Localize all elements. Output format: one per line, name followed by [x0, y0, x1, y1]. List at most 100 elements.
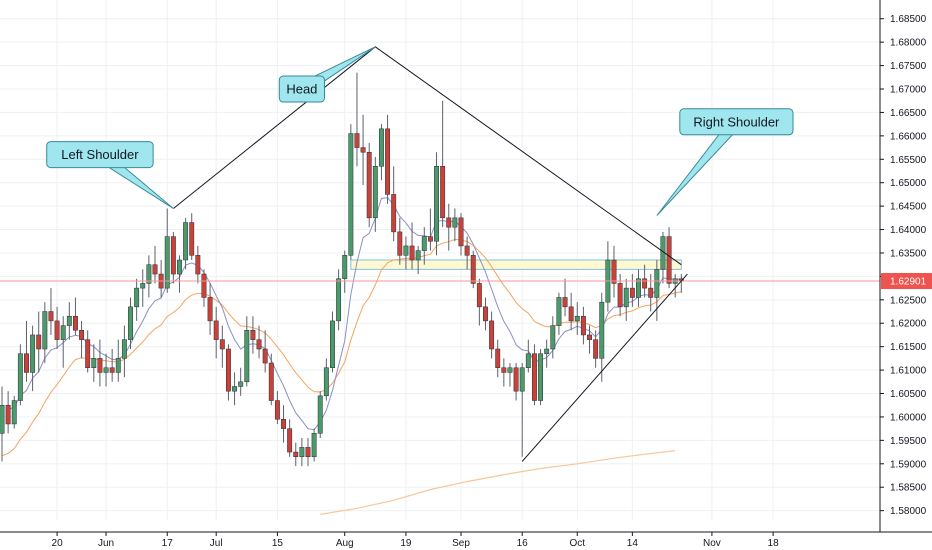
- y-tick-label: 1.67000: [890, 85, 927, 96]
- candle-body: [470, 255, 476, 284]
- candle-body: [244, 330, 250, 383]
- candle: [525, 339, 531, 373]
- candle: [79, 320, 85, 359]
- x-tick-label: 19: [400, 538, 412, 549]
- candle: [507, 363, 513, 387]
- candle: [629, 274, 635, 307]
- y-tick-label: 1.68000: [890, 38, 927, 49]
- candle-body: [305, 447, 311, 458]
- ema-slow-line: [1, 238, 682, 457]
- candle-body: [79, 330, 85, 340]
- last-price-label: 1.62901: [890, 277, 927, 288]
- candle: [36, 311, 42, 373]
- candle-body: [115, 358, 121, 373]
- candle: [164, 208, 170, 293]
- candle: [501, 358, 507, 387]
- candle-body: [483, 306, 488, 322]
- y-tick-label: 1.65000: [890, 178, 927, 189]
- callout-box: [278, 75, 325, 103]
- candle: [24, 320, 29, 382]
- candle-body: [97, 358, 103, 373]
- candle-body: [629, 287, 635, 298]
- candle-body: [54, 320, 60, 340]
- candle: [219, 325, 225, 368]
- candle: [109, 349, 115, 382]
- candle: [128, 297, 133, 350]
- candle-body: [415, 250, 421, 261]
- candle-body: [501, 367, 507, 373]
- candle-body: [66, 315, 72, 326]
- callout-box: [46, 141, 154, 169]
- y-tick-label: 1.62000: [890, 319, 927, 330]
- candle-body: [568, 306, 574, 322]
- ema-long-line: [320, 450, 676, 515]
- candle: [605, 241, 611, 312]
- callout-label: Head: [286, 82, 317, 97]
- candle: [636, 269, 641, 307]
- candle-body: [213, 320, 219, 340]
- candle: [550, 316, 556, 359]
- candle: [11, 395, 17, 429]
- candle-body: [134, 287, 140, 308]
- candle: [115, 339, 121, 382]
- candle-body: [372, 166, 378, 219]
- candle-body: [330, 320, 335, 368]
- last-price-badge: [881, 273, 932, 290]
- candle-body: [654, 269, 660, 298]
- candle-body: [11, 400, 17, 425]
- candle-body: [262, 348, 268, 364]
- candle-body: [611, 259, 617, 284]
- candle-body: [152, 264, 158, 275]
- candle-body: [360, 147, 366, 153]
- x-tick-label: Aug: [336, 538, 354, 549]
- y-tick-label: 1.59500: [890, 436, 927, 447]
- candle-body: [189, 222, 195, 256]
- y-tick-label: 1.66000: [890, 131, 927, 142]
- candle-body: [366, 152, 372, 219]
- x-tick-label: 15: [272, 538, 284, 549]
- candle-body: [403, 245, 409, 256]
- candle: [268, 353, 274, 406]
- candle-body: [42, 311, 48, 350]
- candle: [440, 100, 446, 228]
- resistance-zone: [350, 259, 682, 270]
- candle: [599, 292, 605, 382]
- candle-body: [531, 353, 537, 401]
- candle-body: [91, 358, 97, 368]
- candle-body: [544, 348, 550, 354]
- candle-body: [250, 330, 256, 340]
- callout: Right Shoulder: [656, 108, 794, 216]
- candle-body: [617, 283, 623, 308]
- candle-body: [72, 315, 78, 331]
- callout-box: [679, 108, 794, 136]
- candle-body: [60, 325, 66, 340]
- candle-body: [648, 287, 654, 298]
- candle-body: [201, 273, 207, 298]
- x-tick-label: 16: [517, 538, 529, 549]
- candle: [189, 213, 195, 260]
- candle-body: [574, 315, 580, 322]
- callout-label: Left Shoulder: [61, 147, 139, 162]
- candle: [207, 283, 213, 335]
- candle-body: [666, 236, 672, 284]
- candle: [372, 156, 378, 232]
- candle-body: [317, 395, 323, 434]
- candle-body: [440, 166, 446, 219]
- candle: [201, 269, 207, 307]
- candle-body: [109, 367, 115, 373]
- candle-body: [287, 428, 293, 453]
- candle: [648, 274, 654, 312]
- candle: [348, 124, 354, 260]
- candle: [97, 339, 103, 387]
- x-tick-label: 20: [52, 538, 64, 549]
- candle: [17, 344, 23, 406]
- candle: [317, 391, 323, 439]
- candle-body: [164, 236, 170, 289]
- candle: [458, 213, 464, 256]
- candle-body: [238, 381, 244, 387]
- candle-body: [354, 133, 360, 148]
- x-tick-label: Jul: [210, 538, 223, 549]
- candle-body: [293, 451, 299, 458]
- candle: [281, 405, 286, 443]
